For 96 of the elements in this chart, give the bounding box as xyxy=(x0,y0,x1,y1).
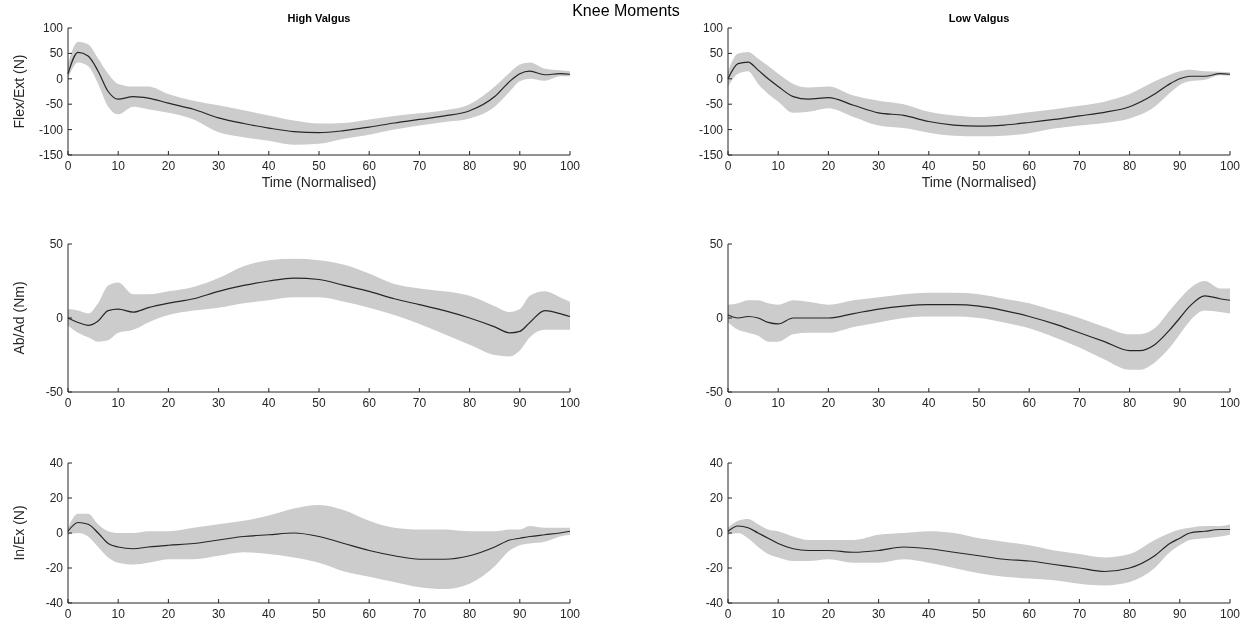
y-tick-label: 0 xyxy=(56,526,64,540)
chart-title: Low Valgus xyxy=(948,12,1010,24)
x-tick-label: 40 xyxy=(922,607,936,621)
x-tick-label: 30 xyxy=(211,159,226,173)
y-tick-label: -50 xyxy=(45,385,64,399)
x-tick-label: 10 xyxy=(111,396,126,410)
x-tick-label: 100 xyxy=(559,159,581,173)
x-tick-label: 30 xyxy=(871,396,886,410)
y-tick-label: 50 xyxy=(709,237,724,251)
y-axis-title: In/Ex (N) xyxy=(11,505,27,561)
x-tick-label: 50 xyxy=(972,396,986,410)
y-tick-label: 40 xyxy=(49,456,64,470)
x-tick-label: 50 xyxy=(972,159,986,173)
y-tick-label: 0 xyxy=(716,311,724,325)
x-tick-label: 40 xyxy=(262,159,276,173)
x-tick-label: 50 xyxy=(312,159,326,173)
x-tick-label: 80 xyxy=(462,607,477,621)
y-tick-label: -50 xyxy=(705,97,724,112)
y-tick-label: -20 xyxy=(705,561,724,575)
x-tick-label: 50 xyxy=(312,607,326,621)
x-tick-label: 80 xyxy=(462,396,477,410)
x-tick-label: 80 xyxy=(1122,607,1137,621)
x-tick-label: 60 xyxy=(1022,159,1037,173)
x-tick-label: 90 xyxy=(513,607,527,621)
y-tick-label: 100 xyxy=(702,21,724,35)
x-tick-label: 30 xyxy=(871,607,886,621)
y-tick-label: 40 xyxy=(709,456,724,470)
y-tick-label: 0 xyxy=(716,526,724,540)
y-tick-label: -40 xyxy=(45,596,64,610)
x-tick-label: 90 xyxy=(513,396,527,410)
y-tick-label: 0 xyxy=(56,71,64,86)
x-tick-label: 90 xyxy=(1173,396,1187,410)
x-tick-label: 30 xyxy=(211,396,226,410)
x-axis-title: Time (Normalised) xyxy=(921,174,1037,190)
y-tick-label: 0 xyxy=(56,311,64,325)
y-tick-label: -50 xyxy=(705,385,724,399)
x-tick-label: 60 xyxy=(362,607,377,621)
x-tick-label: 90 xyxy=(1173,607,1187,621)
x-tick-label: 50 xyxy=(312,396,326,410)
x-tick-label: 100 xyxy=(559,607,581,621)
x-tick-label: 40 xyxy=(922,396,936,410)
y-tick-label: -20 xyxy=(45,561,64,575)
x-tick-label: 10 xyxy=(771,396,786,410)
x-tick-label: 70 xyxy=(1072,159,1087,173)
x-tick-label: 40 xyxy=(262,396,276,410)
x-tick-label: 70 xyxy=(1072,396,1087,410)
x-tick-label: 20 xyxy=(821,159,836,173)
x-tick-label: 100 xyxy=(559,396,581,410)
x-tick-label: 60 xyxy=(1022,396,1037,410)
x-tick-label: 20 xyxy=(161,607,176,621)
x-tick-label: 40 xyxy=(262,607,276,621)
y-axis-title: Ab/Ad (Nm) xyxy=(11,281,27,355)
x-tick-label: 60 xyxy=(1022,607,1037,621)
x-tick-label: 70 xyxy=(412,159,427,173)
chart-title: High Valgus xyxy=(287,12,351,24)
x-tick-label: 70 xyxy=(412,396,427,410)
x-tick-label: 70 xyxy=(1072,607,1087,621)
x-tick-label: 70 xyxy=(412,607,427,621)
x-tick-label: 60 xyxy=(362,396,377,410)
y-tick-label: 20 xyxy=(49,491,64,505)
y-tick-label: 50 xyxy=(49,46,64,61)
y-tick-label: -100 xyxy=(38,122,64,137)
x-tick-label: 80 xyxy=(1122,159,1137,173)
x-tick-label: 10 xyxy=(111,607,126,621)
x-tick-label: 90 xyxy=(1173,159,1187,173)
x-tick-label: 20 xyxy=(821,396,836,410)
y-tick-label: -50 xyxy=(45,97,64,112)
y-tick-label: -150 xyxy=(38,148,64,162)
y-tick-label: 100 xyxy=(42,21,64,35)
x-tick-label: 80 xyxy=(462,159,477,173)
y-tick-label: 50 xyxy=(709,46,724,61)
x-axis-title: Time (Normalised) xyxy=(261,174,377,190)
x-tick-label: 100 xyxy=(1219,607,1241,621)
x-tick-label: 100 xyxy=(1219,159,1241,173)
x-tick-label: 40 xyxy=(922,159,936,173)
x-tick-label: 10 xyxy=(111,159,126,173)
x-tick-label: 10 xyxy=(771,159,786,173)
x-tick-label: 20 xyxy=(161,396,176,410)
text: Knee Moments xyxy=(572,2,680,19)
x-tick-label: 80 xyxy=(1122,396,1137,410)
x-tick-label: 60 xyxy=(362,159,377,173)
x-tick-label: 20 xyxy=(821,607,836,621)
y-tick-label: -150 xyxy=(698,148,724,162)
y-tick-label: 50 xyxy=(49,237,64,251)
x-tick-label: 30 xyxy=(211,607,226,621)
x-tick-label: 10 xyxy=(771,607,786,621)
x-tick-label: 20 xyxy=(161,159,176,173)
y-tick-label: 20 xyxy=(709,491,724,505)
y-tick-label: 0 xyxy=(716,71,724,86)
y-tick-label: -100 xyxy=(698,122,724,137)
x-tick-label: 90 xyxy=(513,159,527,173)
x-tick-label: 50 xyxy=(972,607,986,621)
y-axis-title: Flex/Ext (N) xyxy=(11,54,27,129)
y-tick-label: -40 xyxy=(705,596,724,610)
x-tick-label: 30 xyxy=(871,159,886,173)
x-tick-label: 100 xyxy=(1219,396,1241,410)
